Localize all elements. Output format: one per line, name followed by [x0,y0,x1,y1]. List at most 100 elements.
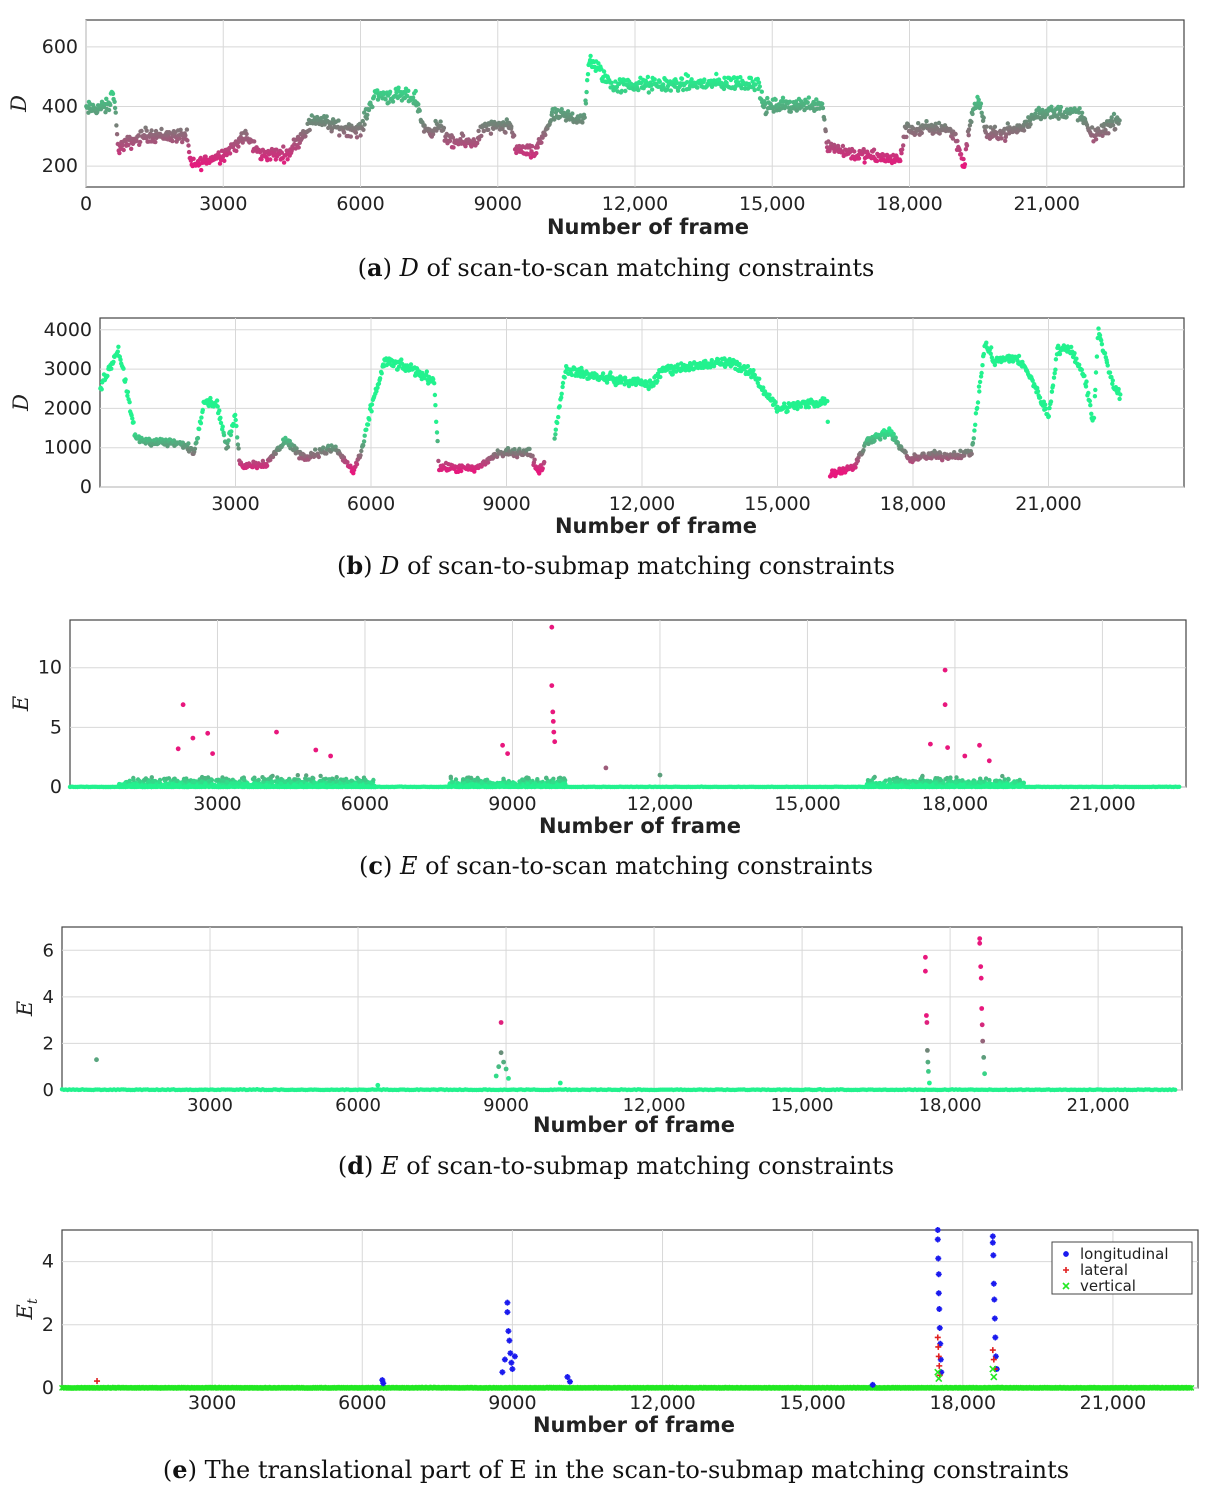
data-point [966,133,971,138]
data-point [939,784,944,789]
data-point [977,379,983,385]
data-point [588,53,593,59]
data-point [175,746,181,752]
data-point [486,127,491,132]
data-point [979,110,984,116]
data-point [104,96,109,102]
data-point [364,116,369,121]
data-point [354,135,360,140]
data-point [561,776,567,781]
data-point [1117,118,1122,123]
data-point [983,130,988,135]
data-point [1094,354,1100,359]
data-point [559,107,564,112]
data-point [192,446,198,451]
data-point [1093,387,1098,393]
data-point [582,115,587,120]
data-point [416,102,421,107]
data-point [702,77,707,82]
data-point [472,777,477,783]
data-point [820,101,825,107]
data-point [978,780,983,785]
data-point [106,107,112,113]
data-point [217,408,222,413]
data-point [608,370,613,375]
data-point [1118,392,1123,397]
data-point [341,130,347,135]
y-tick-label: 4000 [44,319,92,341]
data-point [432,381,437,386]
data-point [447,138,453,144]
data-point [153,139,158,145]
data-point [1064,114,1069,120]
data-point [224,152,229,158]
data-point [973,422,978,427]
data-point [977,742,982,748]
data-point [553,432,558,437]
data-point [1102,351,1108,356]
data-point [123,377,128,382]
data-point [806,405,811,410]
data-point [363,777,368,783]
data-point [114,132,120,137]
data-point [989,345,994,350]
data-point [226,438,231,443]
data-point [199,167,204,173]
data-point [822,117,827,122]
data-point [514,150,519,156]
data-point [535,777,540,782]
data-point [825,398,830,404]
data-point [108,102,113,108]
data-point [180,702,186,708]
data-point [559,391,564,396]
data-point [929,783,934,788]
data-point [256,777,261,783]
data-point [1077,362,1082,367]
data-point [153,128,159,134]
data-point [313,447,318,452]
data-point [1058,104,1064,110]
data-point [1050,383,1056,388]
data-point [1079,367,1085,372]
data-point [975,400,981,405]
data-point [1053,357,1059,362]
data-point [264,782,269,788]
data-point [560,380,566,386]
y-axis-label: E [13,1001,37,1017]
data-point [657,79,662,85]
data-point [539,140,544,145]
x-tick-label: 6000 [336,193,384,215]
data-point [112,105,118,111]
data-point [357,121,362,127]
data-point [358,453,363,458]
data-point [354,462,360,467]
data-point [318,782,324,787]
data-point [184,127,190,132]
data-point [180,139,185,145]
data-point [954,775,959,780]
data-point [481,128,486,134]
data-point [1099,338,1104,343]
data-point [942,667,948,673]
data-point [369,402,375,407]
data-point [463,144,468,149]
data-point [117,150,122,156]
data-point [992,124,998,129]
data-point [144,128,149,133]
data-point [601,69,607,74]
y-tick-label: 10 [38,657,62,679]
x-tick-label: 15,000 [771,1095,834,1116]
data-point [552,739,558,745]
data-point [668,88,673,93]
data-point [131,420,136,425]
data-point [600,371,606,376]
data-point [549,624,555,630]
x-tick-label: 18,000 [880,493,946,515]
data-point [679,76,685,82]
data-point [681,87,686,93]
data-point [236,446,241,451]
data-point [130,416,135,421]
data-point [905,780,910,785]
data-point [198,155,203,161]
data-point [731,75,737,80]
